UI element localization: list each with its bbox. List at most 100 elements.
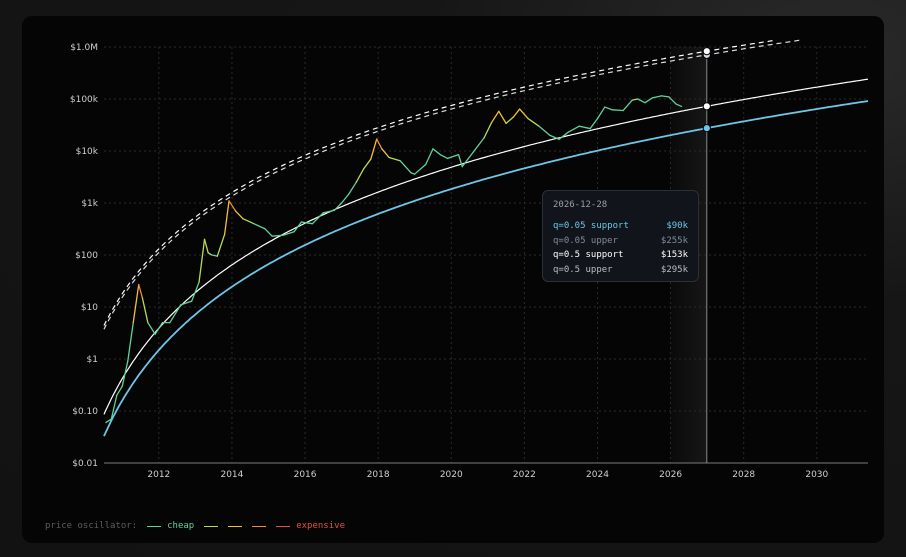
y-tick-label: $1k xyxy=(81,199,98,209)
price-segment xyxy=(340,193,350,204)
cursor-dot xyxy=(702,102,711,111)
price-segment xyxy=(549,134,560,140)
legend-cheap-label: cheap xyxy=(167,521,195,531)
price-segment xyxy=(264,228,273,237)
price-segment xyxy=(216,233,226,257)
price-segment xyxy=(567,125,580,133)
price-segment xyxy=(105,418,112,424)
tooltip-row-4-label: q=0.5 upper xyxy=(553,264,613,275)
y-tick-label: $0.01 xyxy=(72,459,98,469)
y-tick-label: $100k xyxy=(70,95,99,105)
price-segment xyxy=(154,322,164,335)
price-segment xyxy=(505,116,515,125)
power-law-curves xyxy=(103,39,869,437)
price-segment xyxy=(637,98,646,104)
price-segment xyxy=(207,252,213,256)
price-segment xyxy=(333,202,343,212)
grid-lines xyxy=(104,46,868,463)
legend-swatch-5 xyxy=(276,525,291,527)
y-tick-label: $100 xyxy=(75,251,98,261)
y-tick-label: $0.10 xyxy=(72,407,98,417)
tooltip-row-2: q=0.05 upper $255k xyxy=(553,236,688,251)
x-tick-label: 2020 xyxy=(440,470,463,480)
curve-q-0-05-upper xyxy=(103,39,801,330)
tooltip-row-4: q=0.5 upper $295k xyxy=(553,265,688,280)
price-segment xyxy=(490,110,500,124)
price-segment xyxy=(271,234,284,237)
price-segment xyxy=(498,110,507,125)
price-segment xyxy=(147,322,156,335)
price-segment xyxy=(589,117,599,130)
legend-swatch-2 xyxy=(204,525,219,527)
price-segment xyxy=(355,168,365,183)
price-segment xyxy=(414,163,427,175)
price-segment xyxy=(578,125,591,130)
price-segment xyxy=(381,148,390,159)
price-segment xyxy=(242,218,255,225)
x-tick-label: 2028 xyxy=(732,470,755,480)
price-segment xyxy=(203,238,209,254)
legend-expensive-label: expensive xyxy=(296,521,345,531)
price-segment xyxy=(110,394,118,420)
y-tick-label: $1.0M xyxy=(70,43,98,53)
price-segment xyxy=(370,138,378,160)
x-tick-label: 2024 xyxy=(586,470,609,480)
price-segment xyxy=(191,281,200,302)
price-line xyxy=(105,95,683,424)
price-segment xyxy=(311,212,324,225)
price-segment xyxy=(472,137,485,153)
legend-swatch-1 xyxy=(147,525,162,527)
tooltip-row-2-label: q=0.05 upper xyxy=(553,235,619,246)
price-segment xyxy=(622,99,633,112)
price-segment xyxy=(348,181,357,195)
price-segment xyxy=(483,122,493,139)
cursor-dot xyxy=(702,47,711,56)
price-segment xyxy=(651,95,663,99)
tooltip-row-3-label: q=0.5 support xyxy=(553,250,624,260)
price-segment xyxy=(138,283,144,299)
x-tick-label: 2018 xyxy=(367,470,390,480)
price-segment xyxy=(512,108,521,118)
y-tick-label: $10 xyxy=(81,303,98,313)
price-segment xyxy=(293,221,303,233)
legend-swatch-3 xyxy=(228,525,243,527)
price-segment xyxy=(558,131,569,140)
y-axis-ticks: $1.0M $100k $10k $1k $100 $10 $1 $0.10 $0.01 xyxy=(70,43,99,469)
price-segment xyxy=(461,151,474,168)
price-segment xyxy=(604,106,613,111)
price-segment xyxy=(141,297,149,324)
x-tick-label: 2026 xyxy=(659,470,682,480)
price-segment xyxy=(234,210,244,220)
price-segment xyxy=(432,148,441,156)
price-segment xyxy=(116,385,123,396)
price-segment xyxy=(660,95,670,98)
price-segment xyxy=(282,231,295,236)
price-segment xyxy=(362,158,372,170)
legend-title: price oscillator: xyxy=(45,521,138,531)
price-segment xyxy=(399,160,412,174)
price-segment xyxy=(223,200,230,235)
x-tick-label: 2016 xyxy=(294,470,317,480)
price-segment xyxy=(300,221,314,225)
price-segment xyxy=(425,148,434,166)
y-tick-label: $1 xyxy=(87,355,98,365)
legend-swatch-4 xyxy=(252,525,267,527)
price-segment xyxy=(132,283,140,324)
price-segment xyxy=(446,154,460,160)
price-segment xyxy=(127,322,134,363)
curve-q-0-5-support xyxy=(103,78,869,415)
price-segment xyxy=(631,98,639,101)
price-segment xyxy=(376,138,383,150)
x-axis-ticks: 2012 2014 2016 2018 2020 2022 2024 2026 2028 2030 xyxy=(147,470,828,480)
price-segment xyxy=(180,300,193,306)
price-segment xyxy=(668,96,677,105)
price-segment xyxy=(228,200,237,212)
tooltip-row-1-value: $90k xyxy=(666,221,688,231)
cursor-dots xyxy=(702,47,711,133)
price-segment xyxy=(644,97,653,104)
price-segment xyxy=(596,106,606,120)
chart-panel xyxy=(22,16,884,543)
cursor-dot xyxy=(702,124,711,133)
price-segment xyxy=(439,154,449,160)
